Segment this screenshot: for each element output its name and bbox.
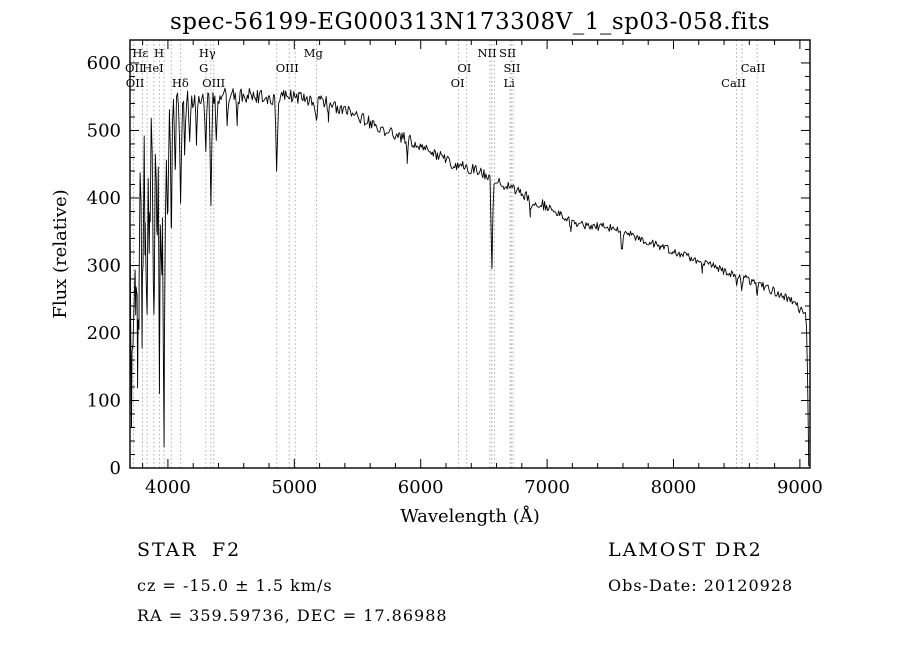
spectral-line-label: OI: [457, 61, 471, 75]
spectral-line-label: CaII: [721, 76, 746, 90]
spectral-line-label: NII: [477, 46, 496, 60]
spectral-line-label: SII: [499, 46, 516, 60]
x-tick-label: 6000: [398, 477, 444, 498]
spectral-line-label: OII: [125, 61, 144, 75]
y-tick-label: 100: [87, 390, 121, 411]
spectral-line-label: OI: [451, 76, 465, 90]
survey-label: LAMOST DR2: [608, 539, 763, 561]
spectral-line-label: OII: [126, 76, 145, 90]
spectral-line-label: OIII: [202, 76, 225, 90]
object-subclass: F2: [212, 539, 241, 561]
spectral-line-label: H: [154, 46, 164, 60]
spectral-line-label: Hε: [132, 46, 148, 60]
spectral-line-label: OIII: [276, 61, 299, 75]
y-tick-label: 300: [87, 255, 121, 276]
axis-ticks: [130, 40, 810, 469]
x-tick-label: 7000: [524, 477, 570, 498]
x-tick-label: 4000: [145, 477, 191, 498]
spectral-line-label: Li: [504, 76, 516, 90]
spectrum-line: [129, 87, 810, 467]
object-class: STAR: [137, 539, 198, 561]
x-axis-label: Wavelength (Å): [400, 505, 540, 527]
y-tick-label: 0: [110, 458, 121, 479]
spectral-line-label: HeI: [142, 61, 163, 75]
spectral-line-label: G: [199, 61, 208, 75]
spectral-line-label: Hδ: [172, 76, 189, 90]
plot-title: spec-56199-EG000313N173308V_1_sp03-058.f…: [170, 9, 770, 35]
y-tick-label: 600: [87, 53, 121, 74]
plot-frame: [129, 39, 811, 469]
spectral-line-markers: [133, 40, 758, 468]
x-tick-label: 5000: [271, 477, 317, 498]
x-tick-label: 9000: [777, 477, 823, 498]
y-tick-label: 400: [87, 188, 121, 209]
spectral-line-label: Mg: [304, 46, 324, 60]
spectral-line-label: SII: [503, 61, 520, 75]
ra-dec: RA = 359.59736, DEC = 17.86988: [137, 606, 448, 625]
cz-value: cz = -15.0 ± 1.5 km/s: [137, 576, 333, 595]
x-tick-label: 8000: [651, 477, 697, 498]
y-tick-label: 200: [87, 323, 121, 344]
spectral-line-label: Hγ: [199, 46, 216, 60]
y-axis-label: Flux (relative): [50, 189, 71, 318]
spectral-line-label: CaII: [741, 61, 766, 75]
y-tick-label: 500: [87, 120, 121, 141]
obs-date: Obs-Date: 20120928: [608, 576, 793, 595]
axis-tick-labels: 4000 5000 6000 7000 8000 9000 0 100 200 300 400 500…: [87, 53, 823, 498]
